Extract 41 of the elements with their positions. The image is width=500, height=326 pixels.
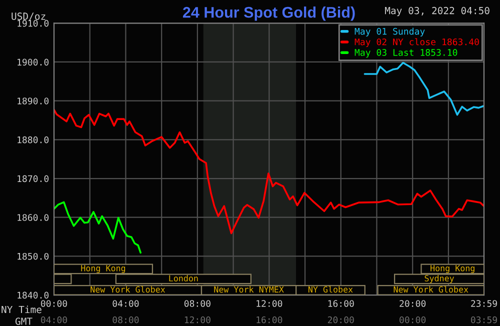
- x2-tick-label: 00:00: [400, 316, 426, 324]
- x-tick-label: 16:00: [328, 300, 354, 307]
- x2-tick-label: 03:59: [471, 316, 497, 324]
- annotation: NY Globex: [308, 286, 353, 293]
- x2-tick-label: 04:00: [41, 316, 68, 324]
- x-tick-label: 00:00: [41, 300, 68, 307]
- annotation: Hong Kong: [430, 265, 474, 273]
- y-tick-label: 1850.0: [18, 252, 49, 260]
- x-tick-label: 12:00: [256, 300, 282, 307]
- x-tick-label: 08:00: [184, 300, 210, 307]
- line-series: [364, 62, 484, 116]
- annotation: New York Globex: [394, 286, 468, 293]
- text: GMT: [15, 318, 32, 325]
- x2-tick-label: 12:00: [184, 316, 210, 324]
- annotation: New York Globex: [90, 286, 166, 293]
- legend-label: May 01 Sunday: [354, 28, 425, 36]
- text: NY Time: [2, 306, 42, 314]
- annotation: New York NYMEX: [214, 286, 284, 293]
- chart-title: 24 Hour Spot Gold (Bid): [182, 6, 355, 21]
- y-tick-label: 1900.0: [18, 58, 49, 66]
- y-tick-label: 1880.0: [18, 136, 49, 144]
- line-series: [54, 201, 142, 254]
- x2-tick-label: 20:00: [328, 316, 354, 324]
- x2-tick-label: 16:00: [256, 316, 282, 324]
- x2-tick-label: 08:00: [112, 316, 139, 324]
- annotation: Hong Kong: [81, 265, 126, 273]
- annotation: Sydney: [424, 274, 454, 284]
- y-tick-label: 1910.0: [18, 20, 49, 27]
- y-axis-title: USD/oz: [12, 12, 46, 21]
- y-tick-label: 1890.0: [18, 98, 49, 104]
- text: May 03, 2022 04:50: [385, 6, 490, 16]
- x-tick-label: 20:00: [400, 300, 426, 307]
- line-series: [54, 108, 484, 234]
- legend-label: May 03 Last 1853.10: [354, 49, 458, 58]
- y-tick-label: 1840.0: [18, 292, 49, 299]
- x-tick-label: 23:59: [471, 300, 497, 307]
- y-tick-label: 1870.0: [18, 175, 49, 182]
- y-tick-label: 1860.0: [18, 214, 49, 221]
- x-tick-label: 04:00: [112, 300, 139, 307]
- annotation: London: [169, 274, 198, 282]
- legend-label: May 02 NY close 1863.40: [354, 38, 479, 48]
